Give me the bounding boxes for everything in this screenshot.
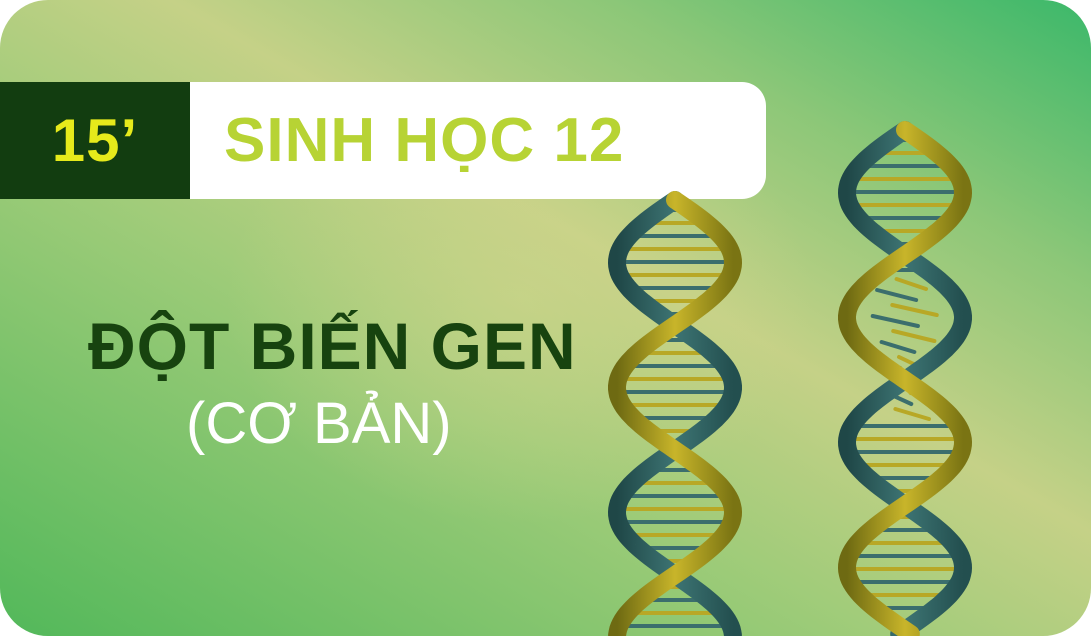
broken-base-pair — [879, 340, 917, 354]
broken-base-pair — [893, 407, 931, 421]
broken-base-pair — [875, 288, 919, 302]
broken-base-pair — [891, 329, 937, 343]
broken-base-pair — [894, 277, 929, 291]
broken-base-pair — [870, 314, 920, 328]
dna-strand-teal — [607, 191, 742, 636]
subject-title-bar: SINH HỌC 12 — [190, 82, 766, 199]
broken-base-pair — [890, 303, 939, 317]
duration-label: 15’ — [51, 107, 139, 174]
mutated-dna-helix-icon — [837, 121, 973, 636]
intact-dna-helix-icon — [607, 191, 743, 636]
dna-strand-gold — [837, 121, 973, 636]
lesson-level: (CƠ BẢN) — [186, 391, 452, 456]
duration-badge: 15’ — [0, 82, 190, 199]
subject-title: SINH HỌC 12 — [224, 106, 625, 175]
lesson-title: ĐỘT BIẾN GEN — [88, 309, 577, 383]
dna-strand-gold — [608, 191, 743, 636]
